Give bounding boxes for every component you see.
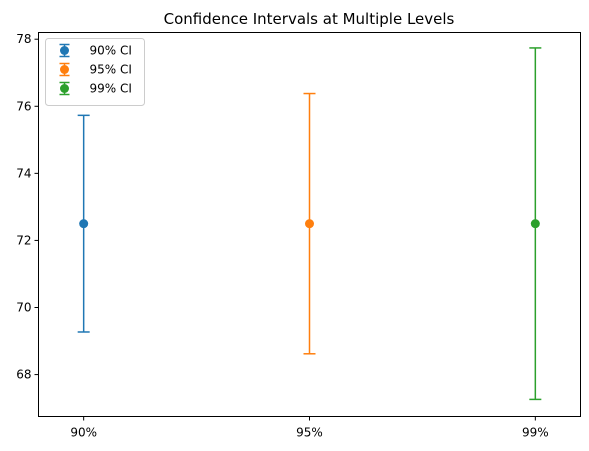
errorbar-99pct <box>529 47 542 401</box>
x-tick-label: 90% <box>70 426 97 440</box>
y-tick-label: 74 <box>16 166 31 180</box>
legend-frame <box>45 38 145 106</box>
legend-label: 99% CI <box>90 82 132 96</box>
y-tick-label: 76 <box>16 99 31 113</box>
x-tick-label: 99% <box>522 426 549 440</box>
y-tick-label: 78 <box>16 32 31 46</box>
mean-point <box>79 219 89 229</box>
y-tick-label: 72 <box>16 233 31 247</box>
y-tick-label: 70 <box>16 301 31 315</box>
legend-item: 99% CI <box>59 82 132 96</box>
legend-marker-dot <box>60 46 69 55</box>
series-layer <box>77 47 542 401</box>
errorbar-95pct <box>303 92 316 355</box>
x-axis: 90% 95% 99% <box>70 416 549 440</box>
legend-item: 95% CI <box>59 63 132 77</box>
legend-marker-dot <box>60 84 69 93</box>
mean-point <box>305 219 314 229</box>
legend-item: 90% CI <box>59 44 132 58</box>
legend-marker-dot <box>60 65 69 74</box>
x-tick-label: 95% <box>296 426 323 440</box>
legend-label: 95% CI <box>90 63 132 77</box>
legend: 90% CI 95% CI 99% CI <box>45 38 145 106</box>
y-axis: 68 70 72 74 76 78 <box>16 32 39 382</box>
mean-point <box>530 219 540 229</box>
errorbar-90pct <box>77 114 90 333</box>
y-tick-label: 68 <box>16 368 31 382</box>
chart-title: Confidence Intervals at Multiple Levels <box>164 10 455 28</box>
legend-label: 90% CI <box>90 44 132 58</box>
